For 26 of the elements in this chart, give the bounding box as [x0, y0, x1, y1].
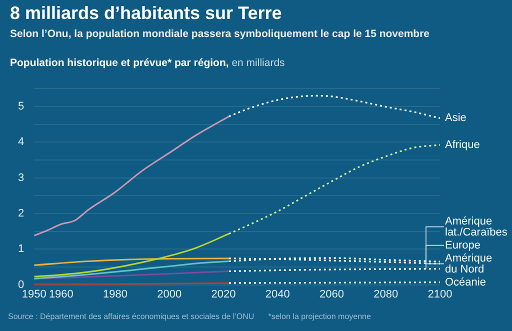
series-label: Afrique [445, 138, 480, 151]
series-label: Amérique du Nord [445, 252, 492, 276]
y-tick-label: 3 [18, 172, 24, 184]
y-tick-label: 5 [18, 100, 24, 112]
y-tick-label: 0 [18, 278, 24, 291]
x-tick-label: 1960 [48, 288, 74, 300]
series-label: Océanie [445, 276, 486, 288]
x-tick-label: 2060 [320, 288, 344, 300]
x-tick-label: 1980 [103, 288, 128, 300]
series-label: Asie [445, 112, 466, 124]
chart-subtitle: Selon l’Onu, la population mondiale passera symboliquement le cap le 15 novembre [10, 28, 430, 40]
chart-title: 8 milliards d’habitants sur Terre [10, 3, 282, 24]
x-tick-label: 2100 [428, 288, 452, 300]
x-tick-label: 2020 [211, 288, 236, 300]
text: Amérique lat./Caraïbes [445, 215, 508, 238]
text: *selon la projection moyenne [268, 312, 371, 321]
x-tick-label: 1950 [22, 288, 46, 300]
x-tick-label: 2080 [374, 288, 398, 300]
source-note: Source : Département des affaires économiques et sociales de l’ONU [8, 312, 254, 321]
series-label: Europe [445, 239, 480, 252]
y-tick-label: 1 [18, 243, 24, 256]
y-axis-title: Population historique et prévue* par région, en milliards [10, 57, 285, 69]
y-tick-label: 4 [18, 136, 24, 148]
y-tick-label: 2 [18, 207, 24, 220]
x-tick-label: 2000 [157, 288, 182, 300]
x-tick-label: 2040 [265, 288, 290, 300]
